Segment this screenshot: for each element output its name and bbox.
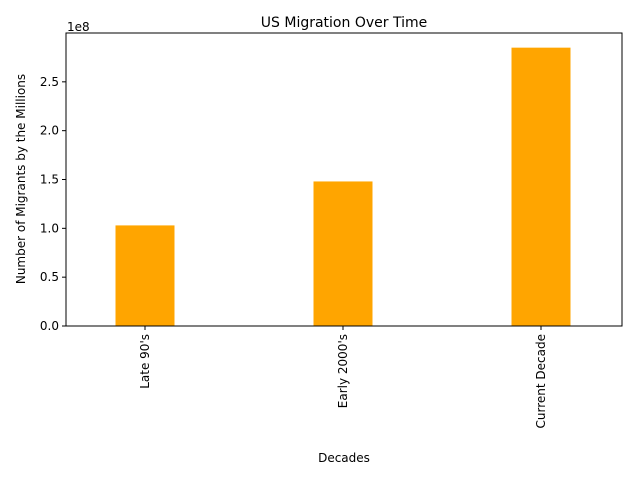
y-tick-label-0: 0.0 xyxy=(40,319,59,333)
y-axis: 0.0 0.5 1.0 1.5 2.0 2.5 xyxy=(40,75,66,333)
y-axis-offset-label: 1e8 xyxy=(67,20,90,34)
plot-frame xyxy=(65,32,623,327)
x-axis-label: Decades xyxy=(318,451,370,465)
x-axis: Late 90's Early 2000's Current Decade xyxy=(138,326,548,428)
bar-2 xyxy=(511,47,571,327)
bar-1 xyxy=(313,181,373,326)
x-tick-label-0: Late 90's xyxy=(138,334,152,389)
y-tick-label-4: 2.0 xyxy=(40,124,59,138)
y-tick-label-1: 0.5 xyxy=(40,270,59,284)
x-tick-label-1: Early 2000's xyxy=(336,334,350,408)
bar-0 xyxy=(115,225,175,326)
y-tick-label-5: 2.5 xyxy=(40,75,59,89)
bars-group xyxy=(115,47,571,327)
x-tick-label-2: Current Decade xyxy=(534,334,548,428)
chart-title: US Migration Over Time xyxy=(261,15,427,31)
y-tick-label-3: 1.5 xyxy=(40,173,59,187)
y-tick-label-2: 1.0 xyxy=(40,221,59,235)
y-axis-label: Number of Migrants by the Millions xyxy=(14,74,28,284)
